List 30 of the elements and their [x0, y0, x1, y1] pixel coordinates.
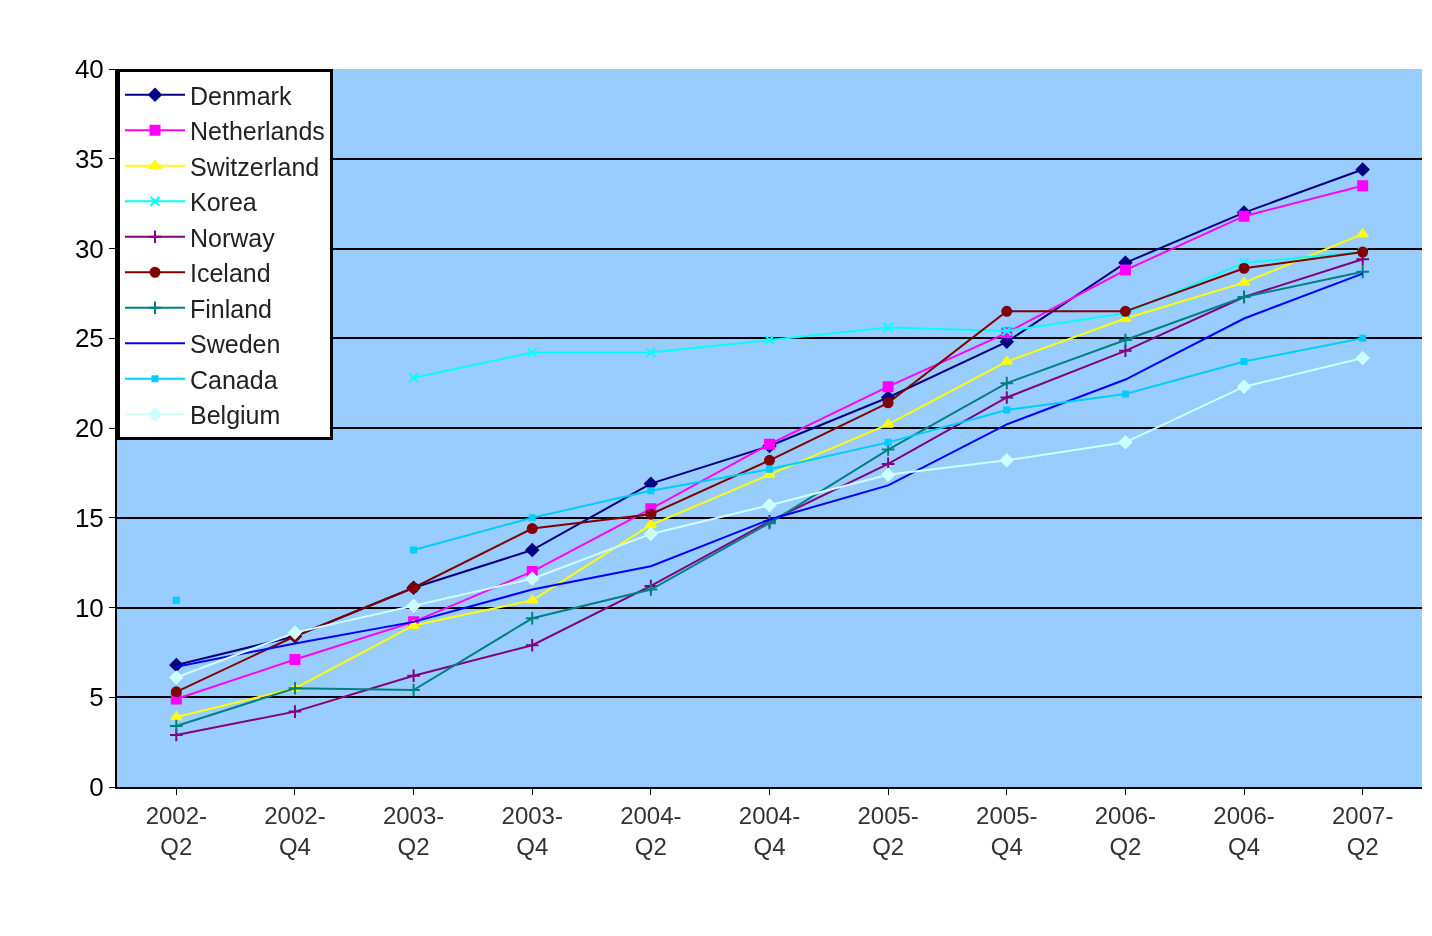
x-tick-label: 2005-Q2	[857, 801, 919, 860]
x-tick-label: 2006-Q4	[1213, 801, 1275, 860]
legend-label: Canada	[190, 365, 278, 394]
y-tick-label: 20	[74, 413, 104, 444]
x-tick-label: 2005-Q4	[976, 801, 1038, 860]
legend-label: Norway	[190, 223, 276, 252]
legend-label: Denmark	[190, 81, 292, 110]
x-tick-label: 2007-Q2	[1331, 801, 1394, 860]
legend-label: Finland	[190, 294, 272, 323]
x-tick-label: 2004-Q4	[738, 801, 801, 860]
y-tick-label: 25	[74, 323, 104, 354]
y-tick-label: 5	[89, 682, 104, 713]
y-tick-label: 0	[89, 772, 104, 803]
x-tick-label: 2002-Q2	[145, 801, 208, 860]
legend-label: Belgium	[190, 401, 281, 429]
y-tick-label: 40	[74, 54, 104, 85]
legend-label: Korea	[190, 188, 257, 216]
x-tick-label: 2006-Q2	[1094, 801, 1157, 860]
y-tick-label: 30	[74, 233, 104, 264]
y-tick-label: 35	[74, 143, 104, 174]
x-tick-label: 2004-Q2	[620, 801, 682, 860]
legend-label: Netherlands	[190, 117, 325, 145]
legend-label: Iceland	[190, 259, 271, 287]
x-tick-label: 2003-Q4	[501, 801, 563, 860]
x-tick-label: 2002-Q4	[264, 801, 326, 860]
y-tick-label: 10	[74, 592, 104, 623]
legend-label: Sweden	[190, 330, 281, 358]
y-tick-label: 15	[74, 502, 104, 533]
legend-label: Switzerland	[190, 152, 320, 181]
x-tick-label: 2003-Q2	[382, 801, 445, 860]
